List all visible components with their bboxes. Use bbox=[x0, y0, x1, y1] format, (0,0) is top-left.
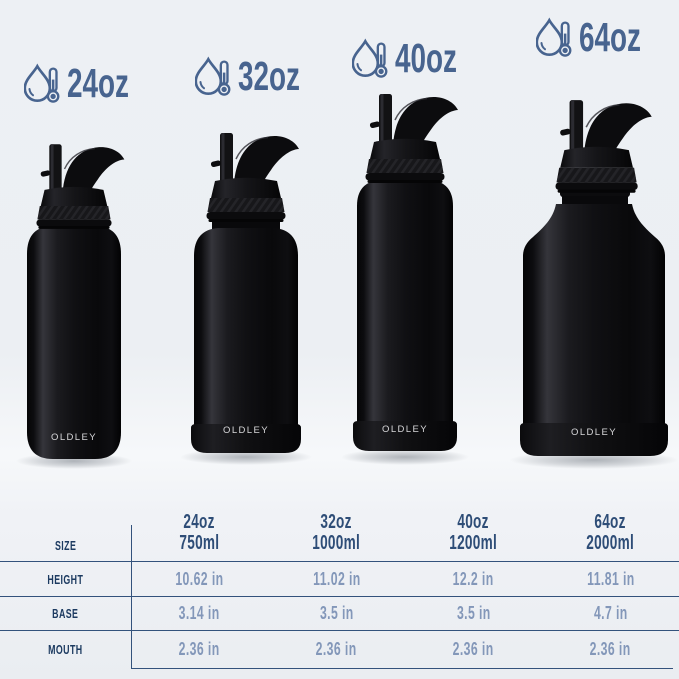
spec-height-64oz: 11.81 in bbox=[542, 561, 679, 596]
capacity-label-40oz: 40oz bbox=[352, 35, 486, 82]
bottle-64oz: OLDLEY bbox=[510, 99, 678, 469]
spec-height-32oz: 11.02 in bbox=[268, 561, 405, 596]
spec-col-header-40oz: 40oz 1200ml bbox=[449, 510, 498, 554]
spec-base-64oz: 4.7 in bbox=[542, 596, 679, 630]
capacity-label-24oz: 24oz bbox=[24, 60, 158, 107]
capacity-label-64oz: 64oz bbox=[536, 14, 670, 61]
bottle-logo: OLDLEY bbox=[223, 425, 269, 436]
capacity-text: 40oz bbox=[395, 35, 457, 81]
bottle-40oz: OLDLEY bbox=[341, 93, 469, 465]
spec-base-40oz: 3.5 in bbox=[405, 596, 542, 630]
spec-row-label-height: HEIGHT bbox=[0, 561, 131, 596]
spec-table: SIZE 24oz 750ml 32oz 1000ml 40oz 1200ml … bbox=[0, 505, 679, 679]
bottle-logo: OLDLEY bbox=[382, 424, 428, 435]
spec-height-40oz: 12.2 in bbox=[405, 561, 542, 596]
spec-base-32oz: 3.5 in bbox=[268, 596, 405, 630]
capacity-text: 24oz bbox=[67, 60, 129, 106]
spec-col-header-24oz: 24oz 750ml bbox=[179, 510, 220, 554]
spec-col-header-32oz: 32oz 1000ml bbox=[312, 510, 361, 554]
spec-mouth-40oz: 2.36 in bbox=[405, 630, 542, 668]
spec-row-label-size: SIZE bbox=[54, 538, 77, 553]
spec-grid: SIZE 24oz 750ml 32oz 1000ml 40oz 1200ml … bbox=[0, 505, 679, 668]
capacity-text: 64oz bbox=[579, 14, 641, 60]
spec-row-label-mouth: MOUTH bbox=[0, 630, 131, 668]
spec-col-header-64oz: 64oz 2000ml bbox=[586, 510, 635, 554]
capacity-text: 32oz bbox=[238, 53, 300, 99]
bottle-logo: OLDLEY bbox=[51, 432, 97, 443]
capacity-label-32oz: 32oz bbox=[195, 53, 329, 100]
bottle-32oz: OLDLEY bbox=[180, 132, 312, 465]
spec-mouth-32oz: 2.36 in bbox=[268, 630, 405, 668]
spec-mouth-64oz: 2.36 in bbox=[542, 630, 679, 668]
spec-row-label-base: BASE bbox=[0, 596, 131, 630]
spec-height-24oz: 10.62 in bbox=[131, 561, 268, 596]
bottles-photo: OLDLEY OLDLEY OLDLEY O bbox=[16, 93, 678, 469]
bottle-logo: OLDLEY bbox=[571, 427, 617, 438]
table-vertical-divider bbox=[131, 525, 132, 668]
spec-mouth-24oz: 2.36 in bbox=[131, 630, 268, 668]
bottle-24oz: OLDLEY bbox=[16, 143, 132, 469]
spec-base-24oz: 3.14 in bbox=[131, 596, 268, 630]
table-bottom-line bbox=[131, 668, 673, 669]
